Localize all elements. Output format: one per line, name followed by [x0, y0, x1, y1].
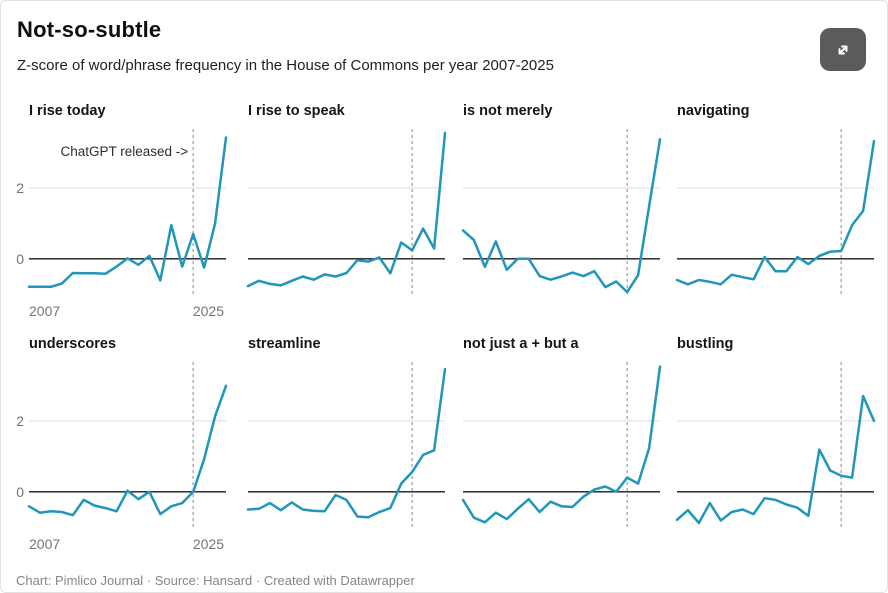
- chart-cell: underscores 2 0 2007 2025: [16, 336, 228, 558]
- page-subtitle: Z-score of word/phrase frequency in the …: [17, 57, 554, 74]
- data-line: [461, 138, 662, 294]
- line-chart: ChatGPT released ->: [27, 129, 228, 296]
- x-axis-tick-label: 2007: [29, 303, 61, 319]
- page-title: Not-so-subtle: [17, 17, 162, 42]
- chatgpt-annotation: ChatGPT released ->: [60, 144, 188, 159]
- line-chart: [246, 362, 447, 529]
- line-chart: [675, 129, 876, 296]
- line-chart: [675, 362, 876, 529]
- attribution-footer: Chart: Pimlico Journal · Source: Hansard…: [16, 573, 415, 588]
- chart-cell: streamline: [246, 336, 447, 558]
- chart-cell: navigating: [675, 103, 876, 325]
- data-line: [27, 384, 228, 517]
- data-line: [246, 131, 447, 288]
- chart-title: underscores: [29, 336, 117, 352]
- y-axis-tick-label: 0: [16, 250, 24, 267]
- data-line: [461, 365, 662, 524]
- x-axis-tick-label: 2025: [192, 303, 224, 319]
- x-axis-tick-label: 2007: [29, 536, 61, 552]
- y-axis-tick-label: 0: [16, 483, 24, 500]
- chart-title: not just a + but a: [463, 336, 579, 352]
- data-line: [675, 139, 876, 286]
- line-chart: [246, 129, 447, 296]
- chart-cell: not just a + but a: [461, 336, 662, 558]
- line-chart: [461, 129, 662, 296]
- chart-title: navigating: [677, 103, 750, 119]
- chart-title: is not merely: [463, 103, 553, 119]
- chart-title: bustling: [677, 336, 734, 352]
- expand-icon: [832, 39, 854, 61]
- chart-cell: I rise today ChatGPT released -> 2 0 2007 202…: [16, 103, 228, 325]
- chart-title: I rise to speak: [248, 103, 345, 119]
- data-line: [27, 136, 228, 289]
- chart-cell: is not merely: [461, 103, 662, 325]
- x-axis-tick-label: 2025: [192, 536, 224, 552]
- data-line: [246, 367, 447, 519]
- line-chart: [461, 362, 662, 529]
- chart-cell: bustling: [675, 336, 876, 558]
- chart-cell: I rise to speak: [246, 103, 447, 325]
- y-axis-tick-label: 2: [16, 179, 24, 196]
- y-axis-tick-label: 2: [16, 412, 24, 429]
- expand-button[interactable]: [820, 28, 866, 71]
- chart-title: I rise today: [29, 103, 106, 119]
- data-line: [675, 394, 876, 525]
- line-chart: [27, 362, 228, 529]
- chart-title: streamline: [248, 336, 321, 352]
